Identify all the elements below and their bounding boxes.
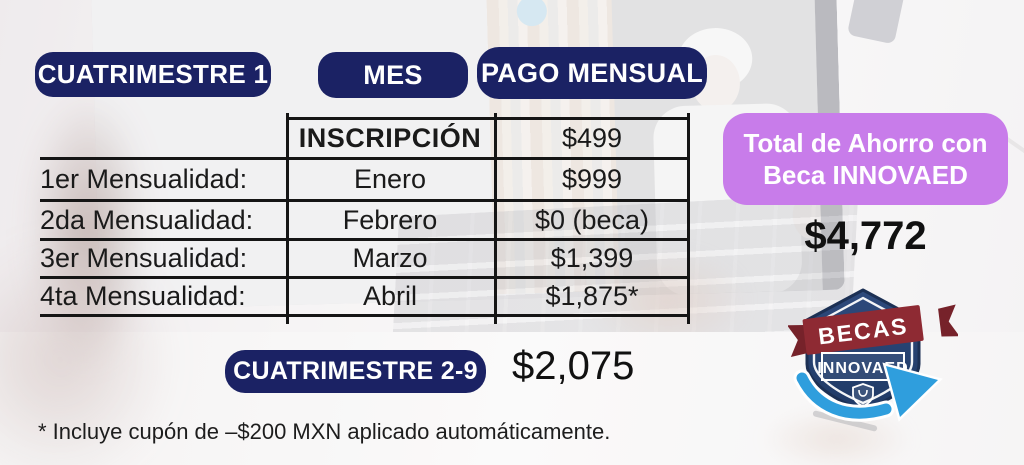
header-pago-mensual-label: PAGO MENSUAL [480, 57, 704, 88]
footnote: * Incluye cupón de –$200 MXN aplicado au… [38, 419, 611, 444]
row-month: Abril [362, 281, 417, 311]
header-cuatrimestre1-pill: CUATRIMESTRE 1 [35, 52, 271, 97]
photo-globe [516, 0, 548, 27]
row-label: 1er Mensualidad: [40, 164, 248, 194]
arrow-swoosh-icon [793, 362, 943, 422]
becas-innovaed-badge: BECAS INNOVAED [788, 288, 958, 422]
row-month: Marzo [352, 243, 428, 273]
row-month: INSCRIPCIÓN [298, 123, 482, 153]
header-mes-pill: MES [318, 52, 468, 98]
table-top-border [286, 117, 690, 120]
table-vertical-line-1 [286, 113, 289, 324]
row-amount: $499 [561, 123, 623, 153]
table-row: 3er Mensualidad: Marzo $1,399 [40, 241, 690, 279]
payment-table: INSCRIPCIÓN $499 1er Mensualidad: Enero … [40, 113, 690, 324]
cuatrimestre29-pill: CUATRIMESTRE 2-9 [225, 350, 486, 393]
row-label [40, 120, 286, 157]
savings-callout: Total de Ahorro con Beca INNOVAED [723, 113, 1008, 205]
row-amount: $1,875* [545, 281, 639, 311]
table-right-border [687, 113, 690, 324]
table-vertical-line-2 [494, 113, 497, 324]
header-mes-label: MES [363, 59, 423, 90]
row-amount: $999 [561, 164, 623, 194]
ribbon-banner: BECAS [788, 304, 958, 357]
table-row: 1er Mensualidad: Enero $999 [40, 160, 690, 202]
row-amount: $1,399 [550, 243, 634, 273]
header-pago-mensual-pill: PAGO MENSUAL [477, 47, 707, 99]
savings-amount: $4,772 [804, 214, 927, 258]
row-label: 2da Mensualidad: [40, 204, 254, 235]
photo-laptop-bezel [846, 0, 906, 45]
row-month: Enero [353, 164, 427, 194]
cuatrimestre29-label: CUATRIMESTRE 2-9 [233, 357, 478, 385]
header-cuatrimestre1-label: CUATRIMESTRE 1 [37, 59, 269, 89]
table-row: 2da Mensualidad: Febrero $0 (beca) [40, 202, 690, 241]
row-month: Febrero [342, 204, 438, 235]
savings-line2: Beca INNOVAED [763, 160, 968, 190]
row-amount: $0 (beca) [534, 204, 650, 235]
cuatrimestre29-amount: $2,075 [512, 344, 635, 388]
table-row: INSCRIPCIÓN $499 [40, 120, 690, 160]
row-label: 4ta Mensualidad: [40, 281, 246, 311]
row-label: 3er Mensualidad: [40, 243, 248, 273]
savings-line1: Total de Ahorro con [743, 128, 988, 158]
table-row: 4ta Mensualidad: Abril $1,875* [40, 279, 690, 317]
